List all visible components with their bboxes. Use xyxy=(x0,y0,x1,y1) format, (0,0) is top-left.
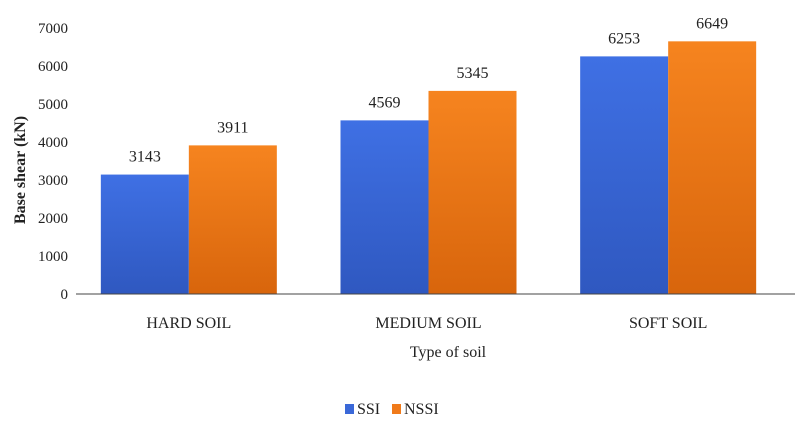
x-category-label: MEDIUM SOIL xyxy=(375,315,481,332)
bar-nssi-3 xyxy=(668,41,757,295)
legend-swatch-nssi xyxy=(392,404,401,414)
bar-nssi-1 xyxy=(188,145,277,294)
y-tick-label: 7000 xyxy=(38,21,68,37)
y-tick-label: 5000 xyxy=(38,97,68,113)
x-category-label: HARD SOIL xyxy=(146,315,231,332)
bar-ssi-2 xyxy=(340,120,429,295)
bar-ssi-3 xyxy=(580,56,669,294)
legend: SSI NSSI xyxy=(345,401,439,418)
legend-label-nssi: NSSI xyxy=(404,401,439,418)
bars xyxy=(100,41,757,295)
bar-ssi-1 xyxy=(100,174,189,294)
data-label-ssi-2: 4569 xyxy=(369,94,401,111)
data-label-ssi-3: 6253 xyxy=(608,30,640,47)
x-axis-categories: HARD SOIL MEDIUM SOIL SOFT SOIL xyxy=(146,315,707,332)
y-tick-label: 6000 xyxy=(38,59,68,75)
bar-nssi-2 xyxy=(428,90,517,294)
legend-label-ssi: SSI xyxy=(357,401,380,418)
y-tick-label: 2000 xyxy=(38,211,68,227)
y-axis-title: Base shear (kN) xyxy=(12,116,29,224)
x-category-label: SOFT SOIL xyxy=(629,315,707,332)
legend-swatch-ssi xyxy=(345,404,354,414)
y-axis-ticks: 0 1000 2000 3000 4000 5000 6000 7000 xyxy=(38,21,68,303)
y-tick-label: 4000 xyxy=(38,135,68,151)
y-tick-label: 3000 xyxy=(38,173,68,189)
data-label-nssi-1: 3911 xyxy=(217,119,248,136)
data-label-nssi-2: 5345 xyxy=(457,65,489,82)
y-tick-label: 0 xyxy=(61,287,69,303)
y-tick-label: 1000 xyxy=(38,249,68,265)
data-label-ssi-1: 3143 xyxy=(129,149,161,166)
data-label-nssi-3: 6649 xyxy=(696,15,728,32)
data-labels: 3143 3911 4569 5345 6253 6649 xyxy=(129,15,728,165)
x-axis-title: Type of soil xyxy=(410,344,487,361)
